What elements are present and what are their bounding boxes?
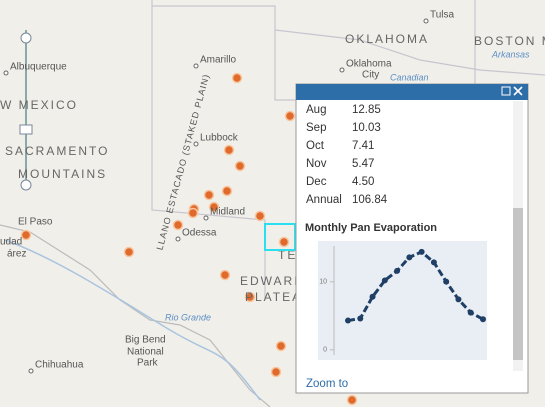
scroll-thumb[interactable]	[513, 208, 523, 360]
station-marker[interactable]	[234, 160, 246, 172]
row-value: 12.85	[352, 104, 381, 116]
row-label: Dec	[306, 176, 327, 188]
point	[369, 293, 376, 300]
station-marker[interactable]	[208, 201, 220, 213]
zoom-link[interactable]: Zoom to	[306, 378, 348, 390]
city-dot	[193, 141, 199, 147]
map-label: Albuquerque	[10, 62, 67, 73]
zoom-slider[interactable]	[19, 30, 33, 191]
map-label: El Paso	[18, 217, 53, 228]
station-marker[interactable]	[284, 110, 296, 122]
row-value: 7.41	[352, 140, 374, 152]
point	[430, 259, 437, 266]
point	[467, 309, 474, 316]
station-marker[interactable]	[346, 394, 358, 406]
popup: Monthly Pan Evaporation Zoom to	[295, 83, 529, 394]
row-label: Aug	[306, 104, 326, 116]
map-label: BOSTON MO	[474, 34, 545, 48]
map-label: Big Bend	[125, 335, 166, 346]
station-marker[interactable]	[244, 291, 256, 303]
map-label: PLATEA	[245, 290, 302, 304]
station-marker[interactable]	[254, 210, 266, 222]
station-marker[interactable]	[221, 185, 233, 197]
y-tick-label: 10	[319, 279, 327, 286]
city-dot	[193, 63, 199, 69]
city-dot	[28, 368, 34, 374]
station-marker[interactable]	[187, 207, 199, 219]
y-tick-label: 0	[323, 347, 327, 354]
river	[4, 239, 261, 401]
station-marker[interactable]	[172, 219, 184, 231]
row-value: 106.84	[352, 194, 388, 206]
station-marker[interactable]	[219, 269, 231, 281]
map-label: Lubbock	[200, 133, 239, 144]
map-label: MOUNTAINS	[18, 167, 107, 181]
station-marker[interactable]	[231, 72, 243, 84]
station-marker[interactable]	[270, 366, 282, 378]
point	[455, 296, 462, 303]
map-label: City	[362, 70, 379, 81]
map-label: OKLAHOMA	[345, 32, 429, 46]
line	[347, 250, 484, 323]
station-marker[interactable]	[203, 189, 215, 201]
map-label: udad	[0, 237, 22, 248]
selection	[264, 223, 296, 251]
city-dot	[203, 215, 209, 221]
chart-area	[318, 241, 487, 360]
station-markers[interactable]	[20, 72, 358, 406]
map-label: Park	[137, 358, 159, 369]
map-label: árez	[7, 249, 26, 260]
station-marker[interactable]	[223, 144, 235, 156]
city-dot	[423, 18, 429, 24]
row-label: Sep	[306, 122, 326, 134]
station-marker[interactable]	[275, 340, 287, 352]
station-marker[interactable]	[20, 229, 32, 241]
row-value: 5.47	[352, 158, 374, 170]
point	[406, 254, 413, 261]
map-label: Odessa	[182, 228, 217, 239]
map-label: Tulsa	[430, 10, 455, 21]
map-label: Amarillo	[200, 55, 237, 66]
station-marker[interactable]	[123, 246, 135, 258]
map-label: National	[127, 347, 164, 358]
map-label: EDWARD	[240, 274, 305, 288]
map-label: Midland	[210, 207, 245, 218]
map-label: Oklahoma	[346, 59, 392, 70]
city-dot	[339, 67, 345, 73]
point	[345, 317, 351, 324]
map-label: W MEXICO	[0, 98, 78, 112]
point	[443, 278, 450, 285]
close-button[interactable]	[513, 86, 523, 96]
map-label: SACRAMENTO	[5, 144, 109, 158]
map-label: Canadian	[390, 72, 429, 82]
chart-title: Monthly Pan Evaporation	[305, 222, 437, 234]
city-dot	[3, 70, 9, 76]
point	[381, 277, 388, 284]
row-value: 10.03	[352, 122, 381, 134]
row-label: Oct	[306, 140, 325, 152]
map-label: Rio Grande	[165, 312, 211, 322]
row-value: 4.50	[352, 176, 374, 188]
row-label: Nov	[306, 158, 327, 170]
point	[394, 267, 401, 274]
popup-header	[296, 84, 528, 100]
point	[480, 316, 486, 323]
point	[418, 248, 425, 255]
point	[357, 315, 364, 322]
row-label: Annual	[306, 194, 342, 206]
maximize-button[interactable]	[501, 86, 511, 96]
city-dot	[175, 236, 181, 242]
station-marker[interactable]	[278, 236, 290, 248]
map-label: Chihuahua	[35, 360, 84, 371]
map-label: Arkansas	[491, 49, 530, 59]
